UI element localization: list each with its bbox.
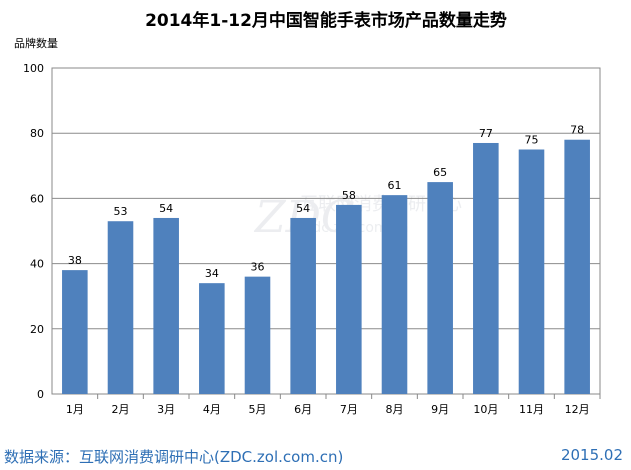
y-tick-label: 0 [37, 388, 44, 401]
bar [107, 221, 134, 394]
y-tick-label: 20 [30, 323, 44, 336]
x-tick-label: 2月 [112, 403, 130, 416]
data-label: 36 [251, 261, 265, 274]
data-label: 54 [159, 202, 173, 215]
bar [62, 270, 88, 394]
y-tick-label: 60 [30, 192, 44, 205]
data-label: 65 [433, 166, 447, 179]
data-label: 61 [388, 179, 402, 192]
bar [336, 204, 362, 394]
data-label: 78 [570, 124, 584, 137]
y-tick-label: 100 [23, 62, 44, 75]
bar [290, 217, 316, 394]
chart-svg: 2014年1-12月中国智能手表市场产品数量走势 品牌数量 ZDC 互联网消费调… [14, 10, 601, 416]
chart-title: 2014年1-12月中国智能手表市场产品数量走势 [145, 10, 507, 31]
bar [244, 276, 271, 394]
plot-area: 0 20 40 60 80 100 38 1月 53 2月 54 3月 34 4月 36 5月 54 6月 58 7月… [23, 62, 601, 416]
bar [427, 182, 453, 394]
x-tick-label: 1月 [66, 403, 84, 416]
data-label: 53 [114, 205, 128, 218]
x-tick-label: 10月 [473, 403, 498, 416]
data-label: 58 [342, 189, 356, 202]
x-tick-label: 8月 [386, 403, 404, 416]
y-tick-label: 80 [30, 127, 44, 140]
data-label: 75 [525, 134, 539, 147]
x-tick-label: 4月 [203, 403, 221, 416]
data-label: 34 [205, 267, 219, 280]
x-tick-label: 11月 [519, 403, 544, 416]
bar [199, 283, 225, 394]
footer: 数据来源：互联网消费调研中心(ZDC.zol.com.cn) 2015.02 [0, 440, 631, 470]
x-tick-label: 6月 [294, 403, 312, 416]
bar [518, 149, 545, 394]
y-axis-title: 品牌数量 [14, 36, 58, 50]
y-tick-label: 40 [30, 258, 44, 271]
x-tick-label: 7月 [340, 403, 358, 416]
bar [381, 195, 408, 394]
data-source-note: 数据来源：互联网消费调研中心(ZDC.zol.com.cn) [4, 448, 344, 466]
x-tick-label: 12月 [565, 403, 590, 416]
bar [564, 139, 590, 394]
data-label: 54 [296, 202, 310, 215]
x-tick-label: 5月 [249, 403, 267, 416]
x-tick-label: 9月 [431, 403, 449, 416]
x-tick-label: 3月 [157, 403, 175, 416]
data-label: 77 [479, 127, 493, 140]
bar [153, 217, 179, 394]
data-label: 38 [68, 254, 82, 267]
bar [473, 142, 499, 394]
publish-date: 2015.02 [560, 446, 623, 464]
chart: 2014年1-12月中国智能手表市场产品数量走势 品牌数量 ZDC 互联网消费调… [14, 10, 601, 416]
